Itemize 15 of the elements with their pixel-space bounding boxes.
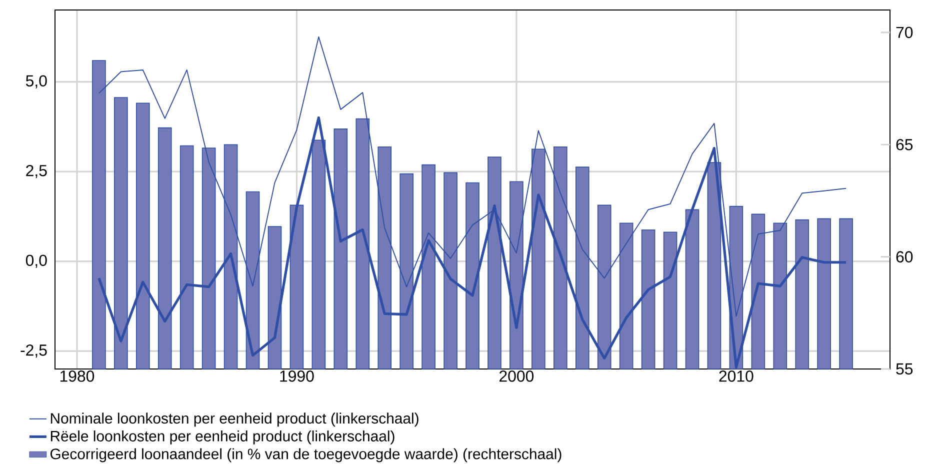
- y2-tick-label: 70: [896, 26, 913, 38]
- y2-tick-label: 60: [896, 251, 913, 262]
- y2-tick-label: 55: [896, 363, 913, 375]
- y-tick-label: 5,0: [26, 75, 47, 88]
- y-tick-label: -2,5: [20, 344, 47, 358]
- x-tick-label: 1990: [280, 370, 314, 382]
- y-tick-label: 2,5: [26, 164, 47, 178]
- legend-label: Nominale loonkosten per eenheid product (linkerschaal): [50, 412, 418, 427]
- legend-label: Rëele loonkosten per eenheid product (linkerschaal): [50, 430, 394, 444]
- y-tick-label: 0,0: [26, 254, 47, 268]
- legend-label: Gecorrigeerd loonaandeel (in % van de toegevoegde waarde) (rechterschaal): [50, 448, 562, 462]
- x-tick-label: 2010: [719, 370, 754, 382]
- x-tick-label: 2000: [500, 370, 534, 382]
- y2-tick-label: 65: [896, 138, 913, 150]
- x-tick-label: 1980: [60, 370, 94, 382]
